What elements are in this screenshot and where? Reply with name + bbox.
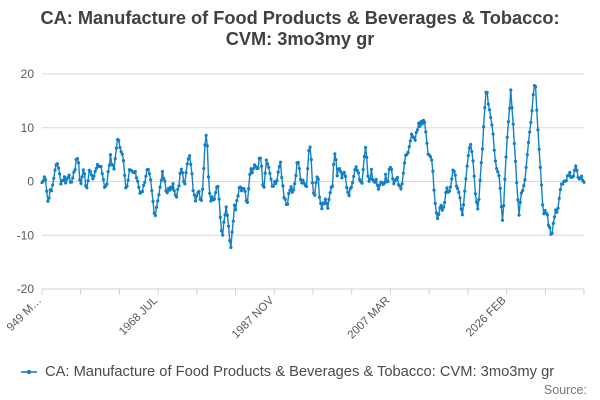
svg-text:2007 MAR: 2007 MAR [346, 295, 393, 342]
svg-text:10: 10 [21, 121, 35, 135]
svg-text:2026 FEB: 2026 FEB [464, 294, 509, 339]
svg-text:0: 0 [27, 175, 34, 189]
svg-text:-10: -10 [17, 228, 35, 242]
svg-text:1968 JUL: 1968 JUL [117, 294, 161, 338]
svg-text:1987 NOV: 1987 NOV [230, 294, 277, 341]
svg-text:20: 20 [21, 67, 35, 81]
svg-text:-20: -20 [17, 282, 35, 296]
svg-text:949 M…: 949 M… [5, 295, 44, 334]
